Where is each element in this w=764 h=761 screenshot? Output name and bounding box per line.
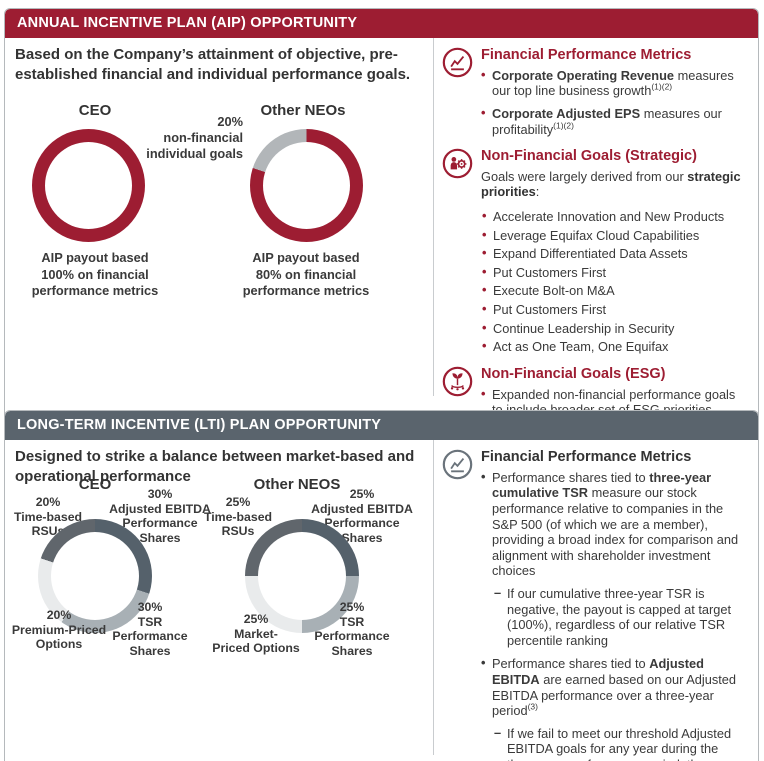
aip-ceo-chart-title: CEO bbox=[78, 102, 112, 119]
aip-financial-heading: Financial Performance Metrics bbox=[481, 47, 692, 63]
donut-hole bbox=[263, 142, 350, 229]
lti-neo-label-adjusted-ebitda: 25% Adjusted EBITDA Performance Shares bbox=[311, 487, 413, 545]
aip-neo-donut-chart bbox=[250, 129, 363, 242]
aip-neo-caption: AIP payout based 80% on financial perfor… bbox=[242, 250, 370, 299]
footnote-marker: (3) bbox=[527, 701, 538, 712]
aip-esg-heading: Non-Financial Goals (ESG) bbox=[481, 365, 666, 382]
lead-text: : bbox=[535, 184, 540, 200]
footnote-marker: (1)(2) bbox=[553, 120, 574, 131]
lti-neo-label-market-priced-options: 25% Market- Priced Options bbox=[212, 612, 300, 655]
esg-plant-icon bbox=[442, 366, 473, 397]
lti-financial-heading: Financial Performance Metrics bbox=[481, 449, 692, 465]
lti-body: Designed to strike a balance between mar… bbox=[5, 440, 758, 761]
lti-ceo-label-premium-priced-options: 20% Premium-Priced Options bbox=[11, 608, 107, 651]
list-item: Execute Bolt-on M&A bbox=[481, 282, 746, 299]
aip-section: ANNUAL INCENTIVE PLAN (AIP) OPPORTUNITY … bbox=[4, 8, 759, 459]
lti-charts-column: Designed to strike a balance between mar… bbox=[5, 440, 434, 755]
lti-neo-label-tsr-shares: 25% TSR Performance Shares bbox=[314, 600, 390, 658]
lti-section: LONG-TERM INCENTIVE (LTI) PLAN OPPORTUNI… bbox=[4, 410, 759, 761]
lti-financial-bullet-list: Performance shares tied to three-year cu… bbox=[481, 469, 746, 579]
lti-section-header: LONG-TERM INCENTIVE (LTI) PLAN OPPORTUNI… bbox=[5, 411, 758, 440]
bullet-text: measure our stock performance relative t… bbox=[492, 485, 739, 579]
aip-intro-text: Based on the Company’s attainment of obj… bbox=[15, 46, 411, 83]
aip-section-header: ANNUAL INCENTIVE PLAN (AIP) OPPORTUNITY bbox=[5, 9, 758, 38]
bullet-text: measures our profitability bbox=[492, 105, 722, 137]
bullet-text: Performance shares tied to bbox=[492, 469, 650, 485]
chart-growth-icon bbox=[442, 449, 473, 480]
aip-strategic-heading: Non-Financial Goals (Strategic) bbox=[481, 148, 697, 165]
strategic-priority-list: Accelerate Innovation and New Products L… bbox=[481, 208, 746, 355]
bullet-bold-text: Corporate Adjusted EPS bbox=[492, 105, 641, 121]
aip-financial-bullet-list: Corporate Operating Revenue measures our… bbox=[481, 67, 746, 137]
lead-bold-text: strategic priorities bbox=[481, 168, 741, 200]
lti-ceo-chart-title: CEO bbox=[78, 476, 112, 493]
lti-text-column: Financial Performance Metrics Performanc… bbox=[434, 440, 758, 761]
donut-hole bbox=[45, 142, 132, 229]
list-item: Put Customers First bbox=[481, 264, 746, 281]
donut-hole bbox=[51, 532, 139, 620]
lti-intro-text: Designed to strike a balance between mar… bbox=[15, 448, 415, 485]
aip-neo-chart-title: Other NEOs bbox=[260, 102, 346, 119]
lti-sub-bullet-tsr-cap: If our cumulative three-year TSR is nega… bbox=[481, 585, 746, 648]
list-item: Leverage Equifax Cloud Capabilities bbox=[481, 227, 746, 244]
list-item: Corporate Adjusted EPS measures our prof… bbox=[481, 105, 746, 137]
list-item: Corporate Operating Revenue measures our… bbox=[481, 67, 746, 99]
lti-sub-bullet-ebitda-threshold: If we fail to meet our threshold Adjuste… bbox=[481, 725, 746, 761]
aip-body: Based on the Company’s attainment of obj… bbox=[5, 38, 758, 457]
aip-charts-column: Based on the Company’s attainment of obj… bbox=[5, 38, 434, 396]
list-item: Act as One Team, One Equifax bbox=[481, 338, 746, 355]
donut-hole bbox=[258, 532, 346, 620]
lti-ceo-donut-chart bbox=[38, 519, 152, 633]
aip-ceo-caption: AIP payout based 100% on financial perfo… bbox=[31, 250, 159, 299]
list-item: Put Customers First bbox=[481, 301, 746, 318]
list-item: Performance shares tied to Adjusted EBIT… bbox=[481, 655, 746, 719]
aip-strategic-lead: Goals were largely derived from our stra… bbox=[481, 169, 746, 200]
lti-ceo-label-adjusted-ebitda: 30% Adjusted EBITDA Performance Shares bbox=[109, 487, 211, 545]
footnote-marker: (1)(2) bbox=[651, 82, 673, 93]
lead-text: Goals were largely derived from our bbox=[481, 168, 688, 184]
lti-neo-chart-title: Other NEOS bbox=[253, 476, 341, 493]
list-item: Accelerate Innovation and New Products bbox=[481, 208, 746, 225]
list-item: Performance shares tied to three-year cu… bbox=[481, 469, 746, 579]
bullet-text: Performance shares tied to bbox=[492, 656, 650, 672]
aip-neo-nonfinancial-callout: 20% non-financial individual goals bbox=[146, 114, 243, 161]
list-item: Expand Differentiated Data Assets bbox=[481, 245, 746, 262]
bullet-bold-text: Corporate Operating Revenue bbox=[492, 67, 675, 83]
lti-ceo-label-time-based-rsus: 20% Time-based RSUs bbox=[13, 495, 83, 538]
lti-financial-block: Financial Performance Metrics Performanc… bbox=[442, 449, 746, 761]
bullet-text: measures our top line business growth bbox=[492, 67, 734, 99]
lti-ceo-label-tsr-shares: 30% TSR Performance Shares bbox=[112, 600, 188, 658]
aip-ceo-donut-chart bbox=[32, 129, 145, 242]
bullet-text: are earned based on our Adjusted EBITDA … bbox=[492, 672, 737, 719]
bullet-bold-text: Adjusted EBITDA bbox=[492, 656, 704, 687]
aip-text-column: Financial Performance Metrics Corporate … bbox=[434, 38, 758, 457]
list-item: Continue Leadership in Security bbox=[481, 320, 746, 337]
bullet-bold-text: three-year cumulative TSR bbox=[492, 469, 712, 501]
person-gear-icon bbox=[442, 148, 473, 179]
chart-growth-icon bbox=[442, 47, 473, 78]
aip-strategic-block: Non-Financial Goals (Strategic) Goals we… bbox=[442, 148, 746, 355]
aip-financial-block: Financial Performance Metrics Corporate … bbox=[442, 47, 746, 137]
lti-neo-label-time-based-rsus: 25% Time-based RSUs bbox=[203, 495, 273, 538]
lti-financial-bullet-list: Performance shares tied to Adjusted EBIT… bbox=[481, 655, 746, 719]
lti-neo-donut-chart bbox=[245, 519, 359, 633]
